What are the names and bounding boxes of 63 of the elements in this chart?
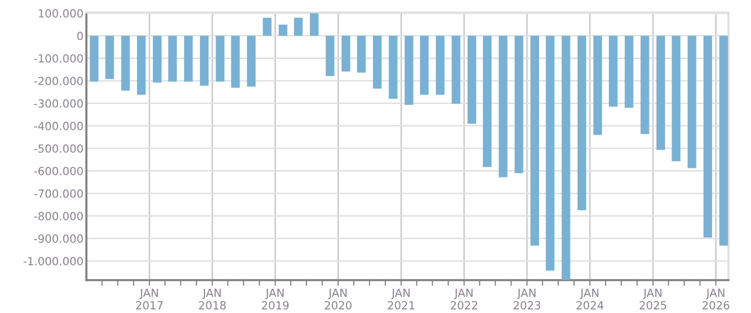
bar <box>404 36 414 105</box>
y-tick-label: -600.000 <box>34 166 83 176</box>
x-tick-label: JAN 2026 <box>702 288 730 310</box>
y-tick-label: -1.000.000 <box>24 256 83 266</box>
x-tick-label: JAN 2023 <box>514 288 540 310</box>
bar <box>200 36 209 86</box>
x-tick-label: JAN 2022 <box>450 288 478 310</box>
y-tick-label: -300.000 <box>34 99 83 108</box>
bar <box>278 24 288 36</box>
y-tick-label: -500.000 <box>34 144 83 153</box>
bar <box>90 36 98 82</box>
x-tick-label: JAN 2021 <box>388 288 414 310</box>
y-tick-label: -200.000 <box>34 76 83 86</box>
bar <box>703 36 712 238</box>
bar <box>593 36 602 135</box>
bar <box>231 36 240 88</box>
bar <box>342 36 350 72</box>
x-tick-label: JAN 2024 <box>576 288 604 310</box>
bar <box>436 36 444 95</box>
bar <box>357 36 366 73</box>
bar <box>246 36 256 87</box>
y-tick-label: -100.000 <box>34 54 83 63</box>
bar <box>514 36 524 174</box>
bar <box>372 36 382 89</box>
bar <box>262 18 272 36</box>
bar <box>105 36 114 79</box>
bar <box>656 36 666 150</box>
y-tick-label: 0 <box>77 32 83 40</box>
bar <box>530 36 540 246</box>
bar <box>719 36 728 246</box>
x-tick-label: JAN 2020 <box>324 288 352 310</box>
bar <box>624 36 634 108</box>
y-tick-label: 100.000 <box>38 9 83 18</box>
bar <box>168 36 177 82</box>
y-tick-label: -700.000 <box>34 189 83 198</box>
bar <box>578 36 586 210</box>
bar <box>546 36 554 271</box>
bar <box>388 36 398 99</box>
x-tick-label: JAN 2025 <box>640 288 666 310</box>
x-tick-label: JAN 2018 <box>199 288 226 310</box>
bar <box>420 36 429 95</box>
bar <box>452 36 460 104</box>
bar <box>498 36 508 178</box>
bar <box>326 36 334 76</box>
bar <box>640 36 650 134</box>
bar <box>672 36 680 162</box>
x-tick-label: JAN 2019 <box>262 288 289 310</box>
bar <box>310 13 318 36</box>
bar <box>137 36 146 95</box>
bar <box>482 36 492 168</box>
bar <box>152 36 162 83</box>
y-tick-label: -800.000 <box>34 212 83 220</box>
bar <box>608 36 618 107</box>
y-tick-label: -900.000 <box>34 234 83 243</box>
bar <box>562 36 570 280</box>
x-tick-label: JAN 2017 <box>136 288 163 310</box>
bar <box>216 36 224 82</box>
y-tick-label: -400.000 <box>34 122 83 130</box>
bar <box>294 18 303 36</box>
bar <box>121 36 130 91</box>
bar <box>184 36 193 82</box>
bar <box>688 36 696 168</box>
bar <box>468 36 476 124</box>
